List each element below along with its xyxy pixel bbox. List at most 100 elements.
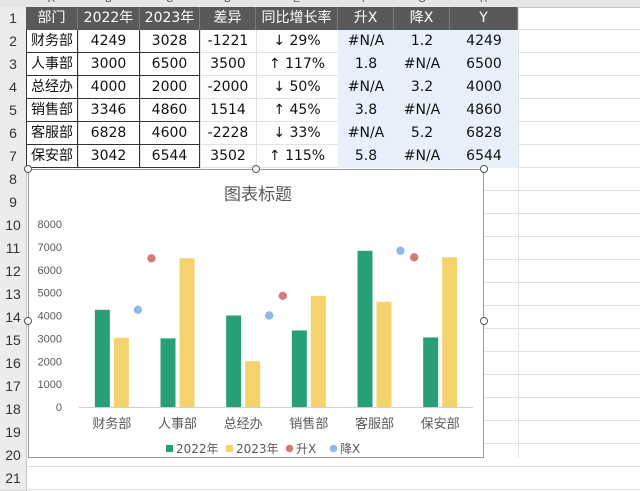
- cell[interactable]: 人事部: [26, 53, 78, 76]
- cell[interactable]: 同比增长率: [256, 7, 338, 30]
- cell[interactable]: #N/A: [394, 99, 450, 122]
- cell[interactable]: -2228: [207, 125, 249, 141]
- x-tick-label: 总经办: [224, 417, 263, 432]
- row-number[interactable]: 5: [0, 99, 27, 123]
- cell[interactable]: 总经办: [26, 76, 78, 99]
- row-number[interactable]: 6: [0, 122, 27, 146]
- cell[interactable]: -2000: [207, 79, 249, 95]
- cell[interactable]: #N/A: [338, 122, 394, 145]
- cell[interactable]: 4000: [450, 76, 518, 99]
- column-letter[interactable]: B: [105, 0, 112, 5]
- column-letter[interactable]: E: [293, 0, 300, 5]
- row-number[interactable]: 7: [0, 145, 27, 169]
- column-letter[interactable]: C: [166, 0, 173, 5]
- cell[interactable]: ↓ 33%: [273, 125, 321, 141]
- cell[interactable]: 客服部: [26, 122, 78, 145]
- cell[interactable]: 4860: [140, 99, 200, 122]
- row-number[interactable]: 3: [0, 53, 27, 77]
- legend-swatch: [285, 444, 294, 453]
- cell[interactable]: 差异: [200, 7, 256, 30]
- cell[interactable]: #N/A: [394, 53, 450, 76]
- cell[interactable]: 6544: [450, 145, 518, 168]
- cell[interactable]: 3.8: [338, 99, 394, 122]
- marker-up: [278, 291, 288, 301]
- cell[interactable]: ↓ 50%: [273, 79, 321, 95]
- cell[interactable]: 3500: [210, 56, 246, 72]
- row-number[interactable]: 11: [0, 237, 27, 261]
- cell[interactable]: 2000: [140, 76, 200, 99]
- cell[interactable]: 5.2: [394, 122, 450, 145]
- cell[interactable]: 3502: [210, 148, 246, 164]
- row-number[interactable]: 2: [0, 30, 27, 54]
- column-letter[interactable]: D: [224, 0, 231, 5]
- column-letter[interactable]: F: [362, 0, 368, 5]
- marker-down: [133, 305, 143, 315]
- cell[interactable]: 2023年: [140, 7, 200, 30]
- x-tick-label: 人事部: [158, 417, 197, 432]
- gridline: [26, 121, 640, 122]
- cell[interactable]: #N/A: [394, 145, 450, 168]
- cell[interactable]: ↑ 45%: [273, 102, 321, 118]
- cell[interactable]: 1.2: [394, 30, 450, 53]
- cell[interactable]: 4860: [450, 99, 518, 122]
- row-number[interactable]: 9: [0, 191, 27, 215]
- row-number[interactable]: 4: [0, 76, 27, 100]
- column-letter[interactable]: H: [480, 0, 487, 5]
- row-number[interactable]: 21: [0, 467, 27, 491]
- cell[interactable]: 6500: [450, 53, 518, 76]
- cell[interactable]: -1221: [207, 33, 249, 49]
- cell[interactable]: 保安部: [26, 145, 78, 168]
- cell[interactable]: 6500: [140, 53, 200, 76]
- y-tick-label: 8000: [38, 219, 62, 231]
- row-number[interactable]: 15: [0, 329, 27, 353]
- cell[interactable]: 6828: [78, 122, 140, 145]
- cell[interactable]: 4000: [78, 76, 140, 99]
- row-number[interactable]: 1: [0, 7, 27, 31]
- cell[interactable]: 3.2: [394, 76, 450, 99]
- row-number[interactable]: 17: [0, 375, 27, 399]
- cell[interactable]: 6544: [140, 145, 200, 168]
- cell[interactable]: 财务部: [26, 30, 78, 53]
- cell[interactable]: ↑ 117%: [268, 56, 326, 72]
- legend-label: 2023年: [236, 442, 279, 456]
- column-letter[interactable]: A: [48, 0, 55, 5]
- row-number[interactable]: 13: [0, 283, 27, 307]
- row-number[interactable]: 14: [0, 306, 27, 330]
- resize-handle[interactable]: [480, 317, 488, 325]
- cell[interactable]: Y: [450, 7, 518, 30]
- cell[interactable]: 降X: [394, 7, 450, 30]
- resize-handle[interactable]: [480, 165, 488, 173]
- cell[interactable]: 3028: [140, 30, 200, 53]
- cell[interactable]: ↑ 115%: [268, 148, 326, 164]
- resize-handle[interactable]: [252, 165, 260, 173]
- cell[interactable]: 1514: [210, 102, 246, 118]
- cell[interactable]: 3042: [78, 145, 140, 168]
- cell[interactable]: 6828: [450, 122, 518, 145]
- row-number[interactable]: 20: [0, 444, 27, 468]
- cell[interactable]: #N/A: [338, 76, 394, 99]
- cell[interactable]: 3346: [78, 99, 140, 122]
- gridline: [26, 98, 640, 99]
- resize-handle[interactable]: [24, 165, 32, 173]
- cell[interactable]: 4249: [78, 30, 140, 53]
- cell[interactable]: 4600: [140, 122, 200, 145]
- cell[interactable]: 4249: [450, 30, 518, 53]
- row-number[interactable]: 16: [0, 352, 27, 376]
- cell[interactable]: ↓ 29%: [273, 33, 321, 49]
- resize-handle[interactable]: [24, 317, 32, 325]
- chart[interactable]: 图表标题 0 1000 2000 3000 4000 5000 6000 7000 8000 财务部…: [28, 169, 484, 458]
- cell[interactable]: #N/A: [338, 30, 394, 53]
- row-number[interactable]: 19: [0, 421, 27, 445]
- cell[interactable]: 1.8: [338, 53, 394, 76]
- cell[interactable]: 销售部: [26, 99, 78, 122]
- cell[interactable]: 升X: [338, 7, 394, 30]
- row-number[interactable]: 8: [0, 168, 27, 192]
- cell[interactable]: 3000: [78, 53, 140, 76]
- column-letter[interactable]: G: [418, 0, 426, 5]
- row-number[interactable]: 18: [0, 398, 27, 422]
- cell[interactable]: 2022年: [78, 7, 140, 30]
- cell[interactable]: 5.8: [338, 145, 394, 168]
- row-number[interactable]: 10: [0, 214, 27, 238]
- cell[interactable]: 部门: [26, 7, 78, 30]
- row-number[interactable]: 12: [0, 260, 27, 284]
